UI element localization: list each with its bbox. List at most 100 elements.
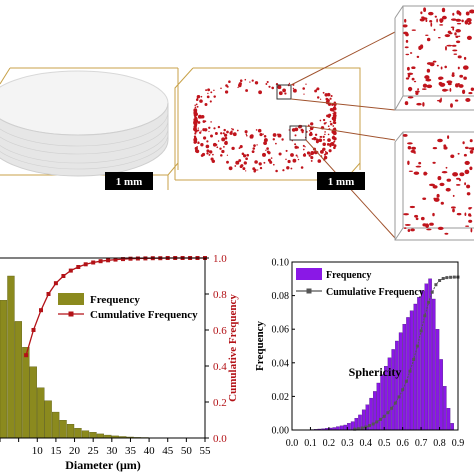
pore-dot (213, 127, 216, 130)
pore-dot (439, 24, 444, 26)
pore-dot (288, 82, 291, 85)
pore-dot (456, 22, 462, 25)
pore-dot (245, 170, 247, 172)
pore-dot (423, 171, 428, 176)
pore-dot (429, 222, 434, 226)
pore-dot (310, 159, 313, 162)
pore-dot (259, 166, 263, 170)
pore-dot (450, 103, 453, 108)
pore-dot (468, 207, 472, 210)
pore-dot (334, 127, 336, 130)
pore-dot (465, 98, 471, 102)
sphericity-bar (380, 374, 384, 431)
pore-dot (441, 7, 446, 13)
solid-sample-cylinder (0, 70, 169, 177)
diameter-bar (7, 275, 15, 439)
pore-dot (257, 169, 259, 171)
y-tick-label: 0.10 (272, 258, 290, 269)
zoom-frame-bottom (289, 125, 307, 141)
x-tick-label: 0.5 (378, 438, 391, 449)
pore-dot (284, 92, 287, 95)
pore-dot (294, 145, 298, 149)
diameter-cumulative-point (24, 353, 29, 358)
pore-dot (464, 146, 469, 149)
pore-dot (200, 115, 205, 119)
pore-dot (331, 130, 335, 134)
pore-dot (253, 144, 256, 147)
pore-dot (331, 116, 336, 121)
pore-dot (221, 149, 225, 154)
pore-dot (405, 53, 410, 56)
sphericity-bar (417, 297, 421, 431)
pore-dot (436, 18, 438, 23)
pore-dot (202, 120, 206, 123)
x-tick-label: 0.2 (323, 438, 336, 449)
zoom-frame-top (276, 84, 292, 100)
pore-dot (439, 19, 443, 23)
sphericity-bar (395, 340, 399, 431)
x-tick-label: 15 (50, 445, 62, 457)
pore-dot (223, 133, 228, 137)
pore-dot (426, 228, 432, 231)
pore-dot (325, 97, 329, 101)
y-tick-label: 0.06 (272, 325, 290, 336)
pore-dot (447, 135, 450, 139)
sphericity-cumulative-point (356, 427, 360, 431)
pore-dot (212, 142, 217, 147)
pore-dot (322, 135, 325, 139)
pore-dot (251, 79, 254, 82)
pore-dot (446, 80, 453, 84)
pore-dot (455, 40, 461, 44)
pore-dot (194, 106, 197, 109)
pore-dot (464, 160, 470, 165)
pore-dot (301, 131, 304, 134)
pore-dot (334, 138, 336, 141)
pore-dot (237, 86, 239, 89)
pore-dot (414, 214, 419, 218)
pore-dot (413, 152, 417, 154)
pore-dot (332, 113, 337, 118)
pore-dot (315, 138, 319, 142)
pore-dot (314, 89, 318, 93)
pore-dot (302, 148, 305, 151)
pore-dot (466, 35, 472, 40)
diameter-y2-ticks: 0.0 0.2 0.4 0.6 0.8 1.0 (205, 253, 227, 445)
pore-dot (332, 135, 334, 138)
scale-bar-2 (317, 172, 365, 190)
pore-dot (305, 83, 307, 85)
pore-dot (432, 161, 436, 164)
pore-dot (330, 142, 335, 146)
x-tick-label: 0.3 (341, 438, 354, 449)
pore-dot (246, 134, 248, 137)
pore-dot (263, 138, 268, 143)
sphericity-cumulative-point (408, 369, 412, 373)
pore-dot (195, 98, 199, 101)
pore-dot (226, 160, 229, 164)
pore-dot (243, 161, 247, 165)
pore-dot (445, 187, 451, 192)
pore-dot (235, 160, 240, 165)
pore-dot (209, 100, 212, 103)
pore-dot (449, 87, 452, 92)
pore-dot (287, 159, 291, 164)
pore-dot (223, 128, 226, 132)
pore-dot (456, 212, 462, 216)
pore-dot (203, 136, 207, 140)
pore-dot (324, 131, 326, 133)
legend-frequency-label: Frequency (90, 294, 140, 306)
pore-dot (277, 133, 279, 136)
pore-dot (424, 75, 430, 80)
sphericity-cumulative-point (353, 427, 357, 431)
pore-dot (407, 160, 410, 166)
pore-dot (468, 147, 474, 150)
pore-dot (220, 87, 222, 90)
diameter-cumulative-point (128, 256, 133, 261)
pore-dot (422, 223, 427, 227)
pore-dot (407, 74, 411, 78)
pore-dot (409, 205, 416, 209)
pore-dot (224, 140, 228, 144)
pore-dot (290, 153, 294, 157)
diameter-bar (37, 387, 45, 439)
pore-dot (318, 138, 323, 143)
pore-dot (322, 118, 326, 122)
